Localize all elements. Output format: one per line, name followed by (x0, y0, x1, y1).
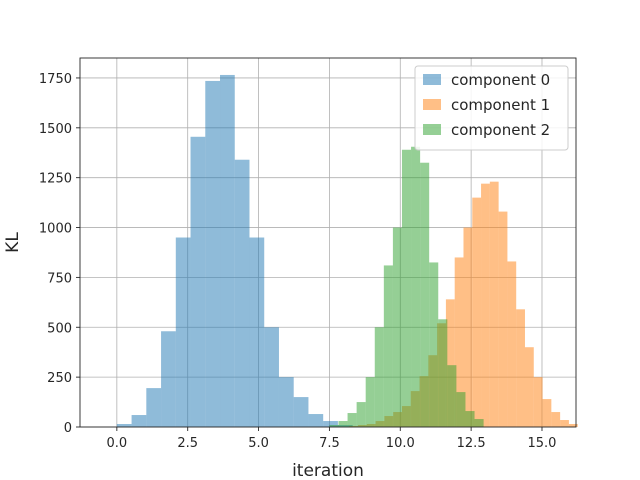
legend-entry-0: component 0 (451, 71, 550, 89)
series-0-bin-2 (146, 388, 162, 427)
series-0-bin-8 (234, 159, 250, 428)
series-2-bin-16 (474, 419, 484, 427)
y-tick-label-6: 1500 (39, 122, 72, 137)
series-1-bin-12 (454, 257, 464, 427)
x-tick-label-2: 5.0 (248, 436, 269, 451)
series-0-bin-0 (116, 424, 132, 427)
series-2-bin-11 (429, 262, 439, 427)
y-axis-label: KL (3, 232, 23, 253)
series-0-bin-6 (205, 80, 221, 427)
series-2-bin-15 (465, 411, 475, 427)
legend-entry-1: component 1 (451, 96, 550, 114)
x-tick-label-0: 0.0 (107, 436, 128, 451)
histogram-bars (116, 74, 578, 428)
series-1-bin-16 (489, 181, 499, 427)
legend-entry-2: component 2 (451, 121, 550, 139)
series-2-bin-14 (456, 392, 466, 427)
series-0-bars (116, 74, 353, 428)
series-1-bin-25 (568, 424, 578, 427)
y-axis: 0 250 500 750 1000 1250 1500 1750 (39, 72, 80, 436)
x-tick-label-6: 15.0 (528, 436, 557, 451)
plot-frame (79, 57, 577, 428)
x-axis-label: iteration (292, 461, 364, 480)
series-1-bin-19 (516, 309, 525, 427)
series-1-bin-20 (524, 347, 534, 427)
y-tick-label-7: 1750 (39, 72, 72, 87)
series-2-bin-12 (438, 319, 448, 427)
y-tick-label-3: 750 (47, 271, 72, 286)
series-0-bin-5 (190, 136, 206, 427)
plot-border (79, 57, 577, 428)
y-tick-label-4: 1000 (39, 222, 72, 237)
y-tick-label-0: 0 (64, 421, 72, 436)
y-tick-label-2: 500 (47, 321, 72, 336)
series-2-bin-13 (447, 365, 457, 427)
y-tick-label-5: 1250 (39, 172, 72, 187)
series-2-bin-5 (374, 327, 384, 427)
series-2-bin-1 (338, 421, 348, 427)
series-2-bin-0 (329, 425, 339, 427)
x-tick-label-5: 12.5 (457, 436, 486, 451)
series-1-bin-17 (498, 211, 508, 427)
series-0-bin-11 (278, 377, 294, 427)
series-0-bin-9 (249, 237, 265, 427)
series-0-bin-13 (308, 414, 324, 427)
series-1-bin-23 (551, 412, 561, 427)
series-1-bin-22 (542, 399, 552, 427)
series-1-bin-14 (472, 197, 482, 427)
legend-swatch-2 (423, 124, 441, 135)
series-1-bin-18 (507, 261, 517, 427)
legend-box (414, 65, 569, 151)
series-2-bin-2 (347, 413, 357, 427)
series-0-bin-14 (323, 421, 338, 427)
x-axis: 0.0 2.5 5.0 7.5 10.0 12.5 15.0 (107, 427, 557, 451)
series-2-bin-6 (383, 265, 393, 427)
series-0-bin-10 (264, 327, 279, 427)
series-2-bin-10 (420, 162, 430, 427)
series-0-bin-1 (131, 415, 147, 427)
y-tick-label-1: 250 (47, 371, 72, 386)
series-1-bin-13 (463, 227, 473, 427)
series-0-bin-7 (220, 74, 235, 428)
series-2-bin-9 (411, 146, 421, 427)
series-1-bin-21 (533, 377, 543, 427)
series-0-bin-3 (161, 331, 176, 427)
x-tick-label-3: 7.5 (319, 436, 340, 451)
series-0-bin-12 (293, 397, 309, 427)
x-tick-label-1: 2.5 (177, 436, 198, 451)
legend-swatch-1 (423, 99, 441, 110)
legend: component 0 component 1 component 2 (414, 65, 569, 151)
series-2-bin-8 (401, 149, 412, 428)
series-0-bin-4 (175, 237, 191, 427)
series-2-bin-4 (365, 377, 375, 427)
legend-swatch-0 (423, 74, 441, 85)
series-2-bin-3 (356, 402, 366, 427)
series-1-bin-24 (560, 420, 569, 427)
series-2-bin-7 (392, 227, 402, 427)
series-1-bin-11 (445, 299, 455, 427)
x-tick-label-4: 10.0 (386, 436, 415, 451)
series-2-bars (329, 146, 484, 428)
series-1-bin-15 (481, 183, 490, 427)
